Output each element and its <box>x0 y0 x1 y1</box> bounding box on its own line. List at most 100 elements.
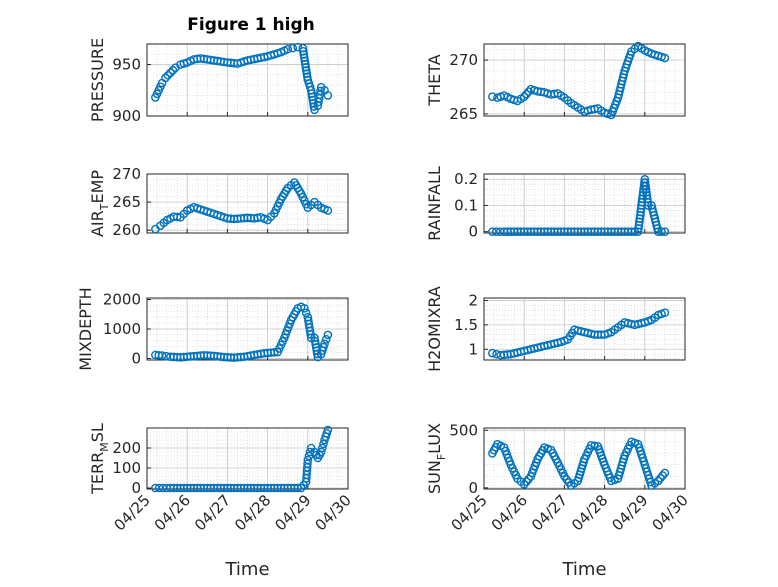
y-tick-label: 0 <box>468 479 478 497</box>
y-tick-label: 270 <box>449 51 478 69</box>
data-point <box>288 43 298 53</box>
axes-box <box>483 297 686 361</box>
y-axis-label: SUNFLUX <box>425 423 448 494</box>
data-point-interp <box>299 50 309 59</box>
y-tick-label: 265 <box>449 105 478 123</box>
y-tick-label: 0.2 <box>454 170 478 188</box>
y-tick-label: 1 <box>468 340 478 358</box>
data-point <box>283 44 293 54</box>
data-point-interp <box>657 227 666 236</box>
data-point <box>323 330 333 340</box>
data-point-interp <box>321 335 331 344</box>
data-point <box>323 425 333 435</box>
y-tick-label: 2 <box>468 291 478 309</box>
data-point <box>660 308 670 317</box>
series-markers <box>488 174 670 236</box>
y-tick-label: 0.1 <box>454 196 478 214</box>
data-point-interp <box>316 86 325 96</box>
y-tick-label: 200 <box>112 439 141 457</box>
x-tick-label: 04/26 <box>488 491 531 534</box>
data-point-interp <box>163 71 173 80</box>
data-point <box>161 73 170 83</box>
data-point-interp <box>168 65 178 75</box>
y-axis-label: AIRTEMP <box>88 170 111 237</box>
x-tick-label: 04/30 <box>649 491 692 534</box>
data-point-interp <box>298 47 308 56</box>
data-point <box>300 304 309 313</box>
y-tick-label: 900 <box>112 107 141 125</box>
data-point <box>293 42 303 52</box>
subplot-5: 0 1000 2000 MIXDEPTH <box>76 287 349 371</box>
data-point-interp <box>301 62 311 72</box>
data-point <box>323 206 333 215</box>
data-point <box>316 447 326 457</box>
x-tick-label: 04/27 <box>191 491 234 534</box>
figure-title: Figure 1 high <box>187 15 315 35</box>
y-axis-label: H2OMIXRA <box>425 286 444 372</box>
x-tick-label: 04/27 <box>528 491 571 534</box>
y-axis-label: PRESSURE <box>88 38 107 122</box>
data-point-interp <box>301 66 311 75</box>
y-tick-label: 500 <box>449 421 478 439</box>
y-axis-label: THETA <box>425 54 444 106</box>
y-tick-label: 0 <box>131 479 141 497</box>
series-markers <box>488 437 670 490</box>
data-point <box>660 227 670 236</box>
x-tick-label: 04/29 <box>271 491 314 534</box>
axes-box <box>146 43 349 117</box>
data-point <box>157 351 167 360</box>
x-tick-label: 04/25 <box>448 491 491 534</box>
data-point <box>323 91 333 100</box>
data-point <box>660 468 670 478</box>
y-tick-label: 1000 <box>103 320 141 338</box>
data-point-interp <box>300 59 310 69</box>
y-tick-label: 1.5 <box>454 316 478 334</box>
x-tick-label: 04/25 <box>111 491 154 534</box>
y-tick-label: 260 <box>112 221 141 239</box>
x-tick-label: 04/30 <box>312 491 355 534</box>
data-point-interp <box>318 443 327 453</box>
series-markers <box>151 178 333 234</box>
y-tick-label: 265 <box>112 193 141 211</box>
series-markers <box>488 308 670 360</box>
series-markers <box>151 302 333 362</box>
data-point <box>298 43 308 53</box>
x-tick-label: 04/28 <box>231 491 274 534</box>
y-tick-label: 0 <box>131 350 141 368</box>
x-tick-label: 04/26 <box>151 491 194 534</box>
x-tick-label: 04/28 <box>568 491 611 534</box>
subplot-2: 265 270 THETA <box>425 41 686 123</box>
data-point <box>519 92 529 101</box>
subplot-4: 0 0.1 0.2 RAINFALL <box>425 166 686 241</box>
y-axis-label: RAINFALL <box>425 166 444 241</box>
series-markers <box>151 425 333 493</box>
x-axis-label: Time <box>224 559 269 580</box>
x-axis-label: Time <box>561 559 606 580</box>
y-tick-label: 100 <box>112 459 141 477</box>
data-point <box>660 53 670 63</box>
y-tick-label: 0 <box>468 223 478 241</box>
axes-box <box>146 173 349 234</box>
y-tick-label: 950 <box>112 56 141 74</box>
data-point <box>488 92 497 101</box>
data-point-interp <box>301 308 311 318</box>
y-axis-label: TERRMSL <box>88 423 111 495</box>
axes-box <box>483 427 686 490</box>
data-point-interp <box>300 56 310 66</box>
data-point <box>166 68 175 78</box>
y-tick-label: 2000 <box>103 290 141 308</box>
data-point-interp <box>319 439 328 449</box>
data-point <box>488 348 497 358</box>
data-point <box>320 339 329 349</box>
subplot-1: 900 950 PRESSURE <box>88 38 349 125</box>
y-axis-label: MIXDEPTH <box>76 287 95 370</box>
data-point-interp <box>309 102 319 111</box>
data-point <box>303 455 313 465</box>
subplot-6: 1 1.5 2 H2OMIXRA <box>425 286 686 372</box>
x-tick-label: 04/29 <box>608 491 651 534</box>
series-markers <box>151 42 333 115</box>
